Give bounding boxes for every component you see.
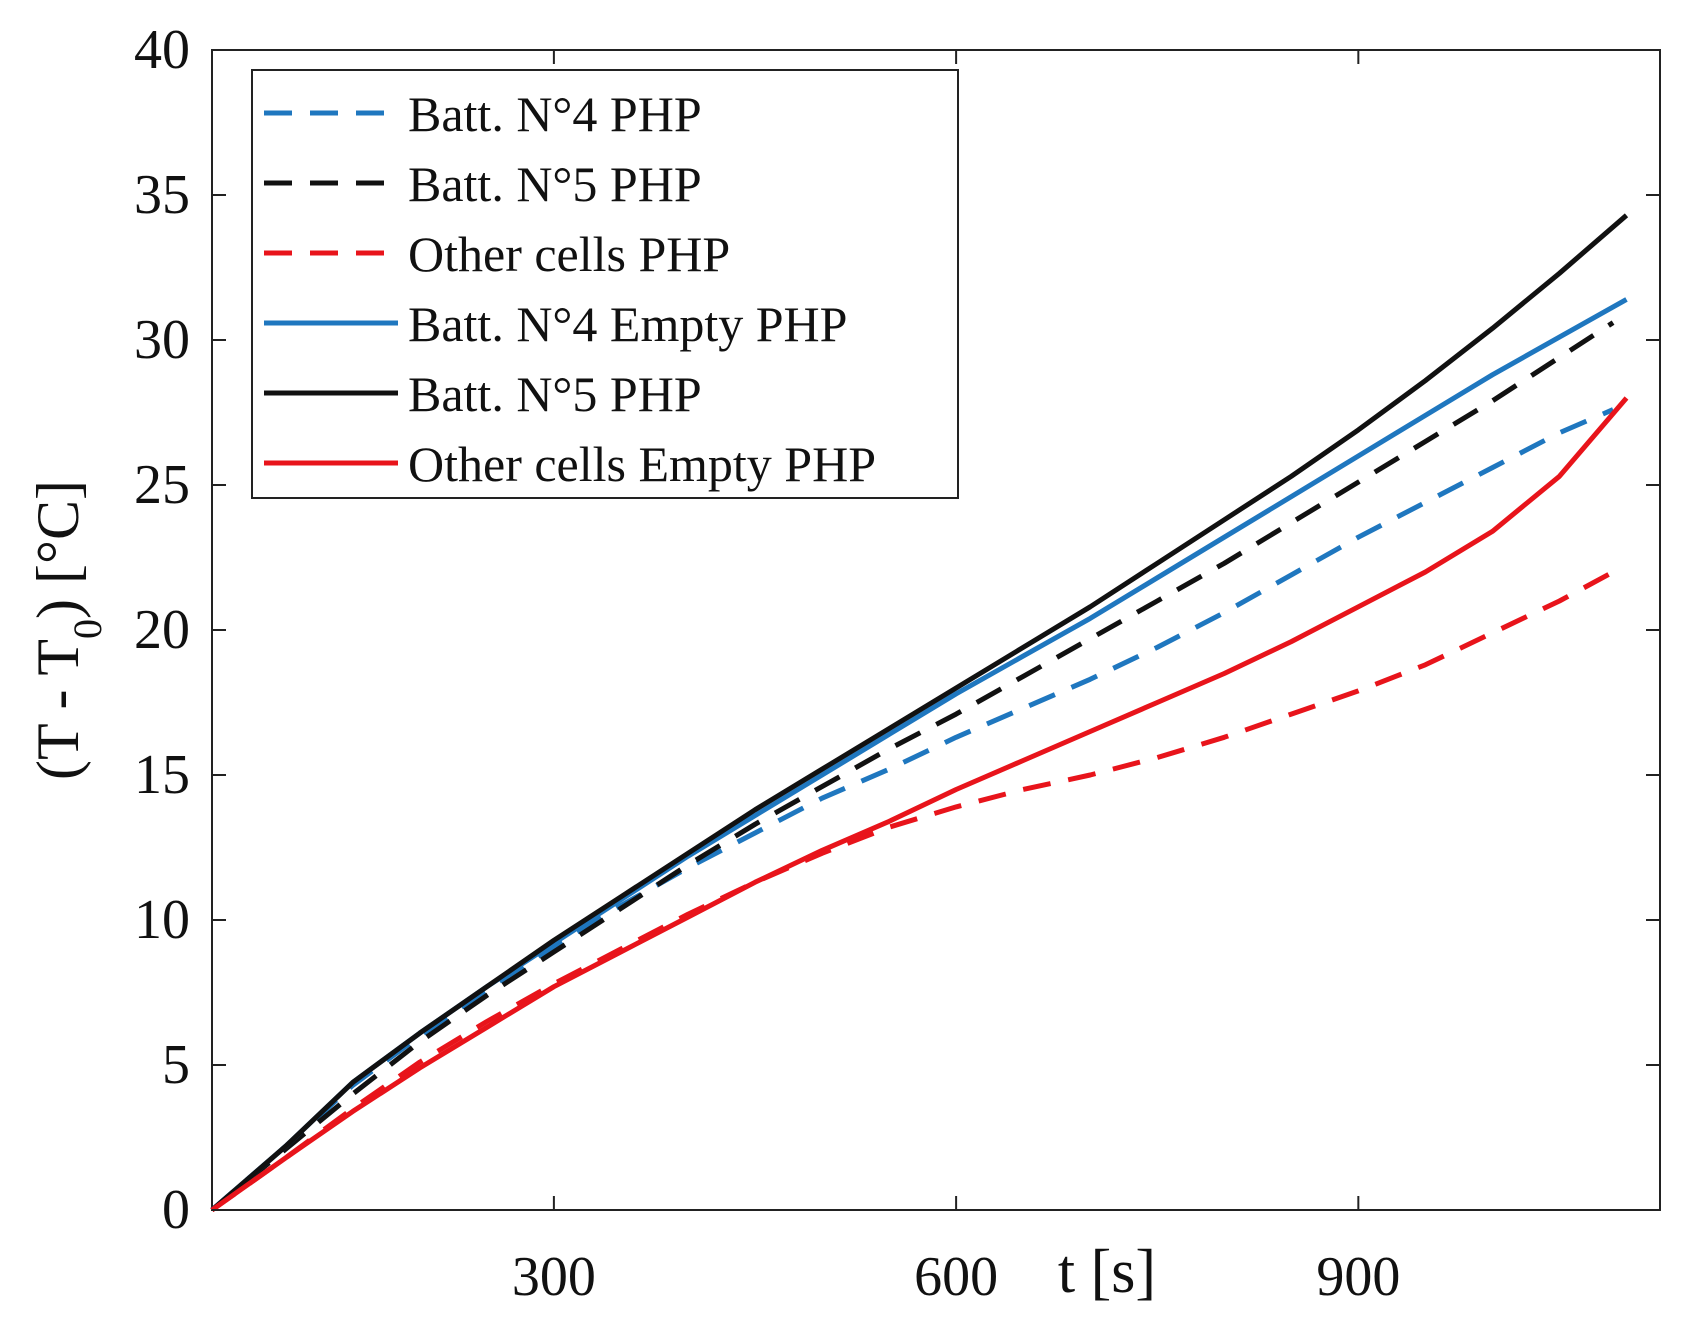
x-tick-label-1: 600 bbox=[914, 1246, 998, 1308]
legend-label-2: Batt. N°5 PHP bbox=[408, 156, 702, 212]
y-tick-label-5: 25 bbox=[134, 454, 190, 516]
x-tick-label-2: 900 bbox=[1316, 1246, 1400, 1308]
y-tick-label-8: 40 bbox=[134, 19, 190, 81]
legend-box bbox=[251, 69, 959, 499]
legend-label-3: Other cells PHP bbox=[408, 226, 730, 282]
series-line-5 bbox=[210, 213, 1629, 1212]
x-tick-label-0: 300 bbox=[512, 1246, 596, 1308]
y-tick-label-1: 5 bbox=[162, 1034, 190, 1096]
y-axis-label-suffix: ) [°C] bbox=[25, 480, 91, 619]
series-layer bbox=[210, 213, 1629, 1213]
tick-layer: 300 600 900 0 5 10 15 20 25 30 35 40 bbox=[134, 19, 1660, 1308]
series-line-3 bbox=[210, 569, 1615, 1213]
y-tick-label-6: 30 bbox=[134, 309, 190, 371]
series-line-1 bbox=[210, 407, 1615, 1212]
y-axis-label-subscript: 0 bbox=[65, 619, 110, 639]
series-line-6 bbox=[210, 396, 1629, 1213]
y-tick-label-3: 15 bbox=[134, 744, 190, 806]
y-axis-label: (T - T0) [°C] bbox=[25, 480, 110, 780]
y-tick-label-4: 20 bbox=[134, 599, 190, 661]
legend-label-4: Batt. N°4 Empty PHP bbox=[408, 296, 847, 352]
y-tick-label-7: 35 bbox=[134, 164, 190, 226]
x-axis-label: t [s] bbox=[1058, 1238, 1156, 1306]
y-tick-label-0: 0 bbox=[162, 1179, 190, 1241]
y-tick-label-2: 10 bbox=[134, 889, 190, 951]
legend-items: Batt. N°4 PHP Batt. N°5 PHP Other cells PH… bbox=[264, 86, 876, 492]
legend-label-1: Batt. N°4 PHP bbox=[408, 86, 702, 142]
series-line-2 bbox=[210, 320, 1615, 1212]
legend-label-6: Other cells Empty PHP bbox=[408, 436, 876, 492]
legend: Batt. N°4 PHP Batt. N°5 PHP Other cells PH… bbox=[251, 69, 959, 499]
y-axis-label-prefix: (T - T bbox=[25, 639, 91, 780]
legend-label-5: Batt. N°5 PHP bbox=[408, 366, 702, 422]
